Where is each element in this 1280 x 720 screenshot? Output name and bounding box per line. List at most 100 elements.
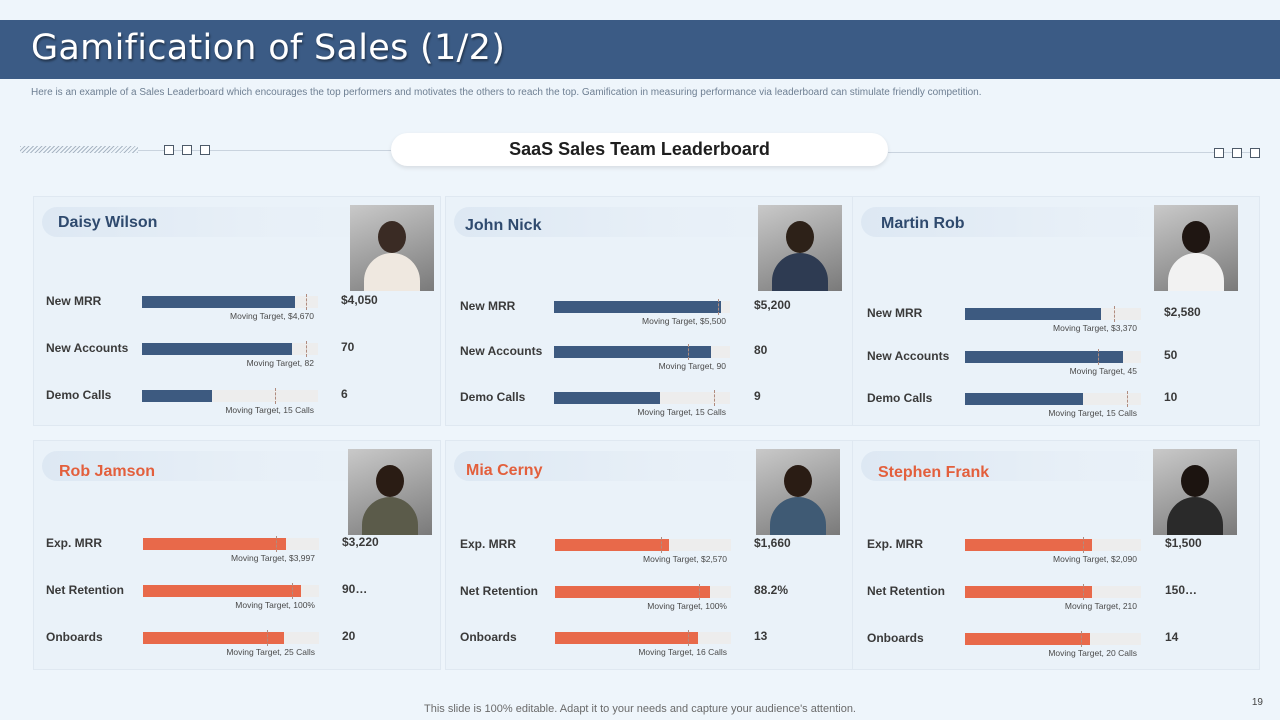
leaderboard-card: Martin Rob New MRR Moving Target, $3,370 $2…	[852, 196, 1260, 426]
progress-fill	[555, 539, 669, 551]
metric-label: Demo Calls	[867, 391, 933, 405]
metric-value: 9	[754, 389, 761, 403]
name-band	[42, 451, 382, 481]
target-marker	[1081, 631, 1082, 647]
metric-value: 10	[1164, 390, 1178, 404]
divider-left	[138, 150, 391, 151]
leaderboard-title: SaaS Sales Team Leaderboard	[391, 133, 888, 166]
progress-fill	[142, 296, 295, 308]
person-photo	[758, 205, 842, 291]
target-caption: Moving Target, 15 Calls	[1048, 408, 1137, 418]
metric-value: 14	[1165, 630, 1179, 644]
progress-track	[555, 630, 731, 646]
target-caption: Moving Target, 100%	[235, 600, 315, 610]
progress-track	[554, 299, 730, 315]
name-band	[454, 207, 794, 237]
target-marker	[1114, 306, 1115, 322]
person-name: Martin Rob	[881, 215, 965, 232]
progress-fill	[143, 585, 301, 597]
target-marker	[718, 299, 719, 315]
target-caption: Moving Target, 82	[246, 358, 314, 368]
page-number: 19	[1251, 697, 1263, 708]
divider-right	[888, 152, 1260, 153]
target-marker	[1083, 537, 1084, 553]
target-marker	[714, 390, 715, 406]
progress-track	[142, 341, 318, 357]
person-name: Daisy Wilson	[58, 214, 158, 231]
progress-track	[965, 537, 1141, 553]
target-caption: Moving Target, 90	[658, 361, 726, 371]
metric-label: New MRR	[46, 294, 102, 308]
target-marker	[275, 388, 276, 404]
progress-track	[965, 631, 1141, 647]
name-band	[861, 451, 1201, 481]
target-marker	[1083, 584, 1084, 600]
metric-label: Onboards	[460, 630, 517, 644]
progress-track	[554, 344, 730, 360]
metric-value: 88.2%	[754, 583, 789, 597]
leaderboard-card: John Nick New MRR Moving Target, $5,500 $5,…	[445, 196, 853, 426]
progress-fill	[965, 586, 1092, 598]
metric-value: 50	[1164, 348, 1178, 362]
metric-value: $4,050	[341, 293, 378, 307]
target-caption: Moving Target, $4,670	[230, 311, 314, 321]
leaderboard-card: Stephen Frank Exp. MRR Moving Target, $2,0…	[852, 440, 1260, 670]
target-marker	[306, 341, 307, 357]
target-marker	[267, 630, 268, 646]
metric-value: $1,660	[754, 536, 791, 550]
metric-value: $3,220	[342, 535, 379, 549]
slide-title: Gamification of Sales (1/2)	[31, 28, 506, 68]
square-icon	[1232, 148, 1242, 158]
metric-value: $5,200	[754, 298, 791, 312]
progress-fill	[555, 632, 698, 644]
progress-track	[143, 536, 319, 552]
metric-label: Exp. MRR	[460, 537, 517, 551]
progress-track	[965, 391, 1141, 407]
progress-track	[554, 390, 730, 406]
metric-value: $1,500	[1165, 536, 1202, 550]
person-photo	[1154, 205, 1238, 291]
metric-label: Onboards	[867, 631, 924, 645]
progress-track	[965, 349, 1141, 365]
name-band	[454, 451, 794, 481]
target-caption: Moving Target, 45	[1069, 366, 1137, 376]
square-icon	[164, 145, 174, 155]
progress-fill	[143, 538, 286, 550]
metric-label: New Accounts	[460, 344, 543, 358]
metric-value: 90…	[342, 582, 368, 596]
metric-label: New MRR	[867, 306, 923, 320]
progress-track	[143, 583, 319, 599]
progress-fill	[965, 633, 1090, 645]
progress-fill	[142, 343, 292, 355]
progress-fill	[965, 351, 1123, 363]
metric-value: $2,580	[1164, 305, 1201, 319]
progress-fill	[554, 346, 711, 358]
progress-track	[142, 388, 318, 404]
person-name: Rob Jamson	[59, 463, 156, 480]
target-marker	[1127, 391, 1128, 407]
target-caption: Moving Target, 15 Calls	[637, 407, 726, 417]
target-marker	[276, 536, 277, 552]
target-marker	[1098, 349, 1099, 365]
metric-label: Net Retention	[867, 584, 945, 598]
name-band	[861, 207, 1201, 237]
progress-fill	[554, 392, 660, 404]
metric-value: 13	[754, 629, 768, 643]
metric-label: New Accounts	[46, 341, 129, 355]
person-photo	[348, 449, 432, 535]
target-caption: Moving Target, 100%	[647, 601, 727, 611]
target-marker	[699, 584, 700, 600]
person-name: John Nick	[465, 217, 542, 234]
progress-track	[555, 537, 731, 553]
square-icon	[1250, 148, 1260, 158]
progress-fill	[965, 539, 1092, 551]
progress-track	[965, 584, 1141, 600]
leaderboard-card: Mia Cerny Exp. MRR Moving Target, $2,570 $1…	[445, 440, 853, 670]
target-caption: Moving Target, 20 Calls	[1048, 648, 1137, 658]
metric-label: Exp. MRR	[867, 537, 924, 551]
target-caption: Moving Target, 16 Calls	[638, 647, 727, 657]
progress-track	[555, 584, 731, 600]
target-caption: Moving Target, 210	[1064, 601, 1137, 611]
name-band	[42, 207, 382, 237]
metric-label: New Accounts	[867, 349, 950, 363]
